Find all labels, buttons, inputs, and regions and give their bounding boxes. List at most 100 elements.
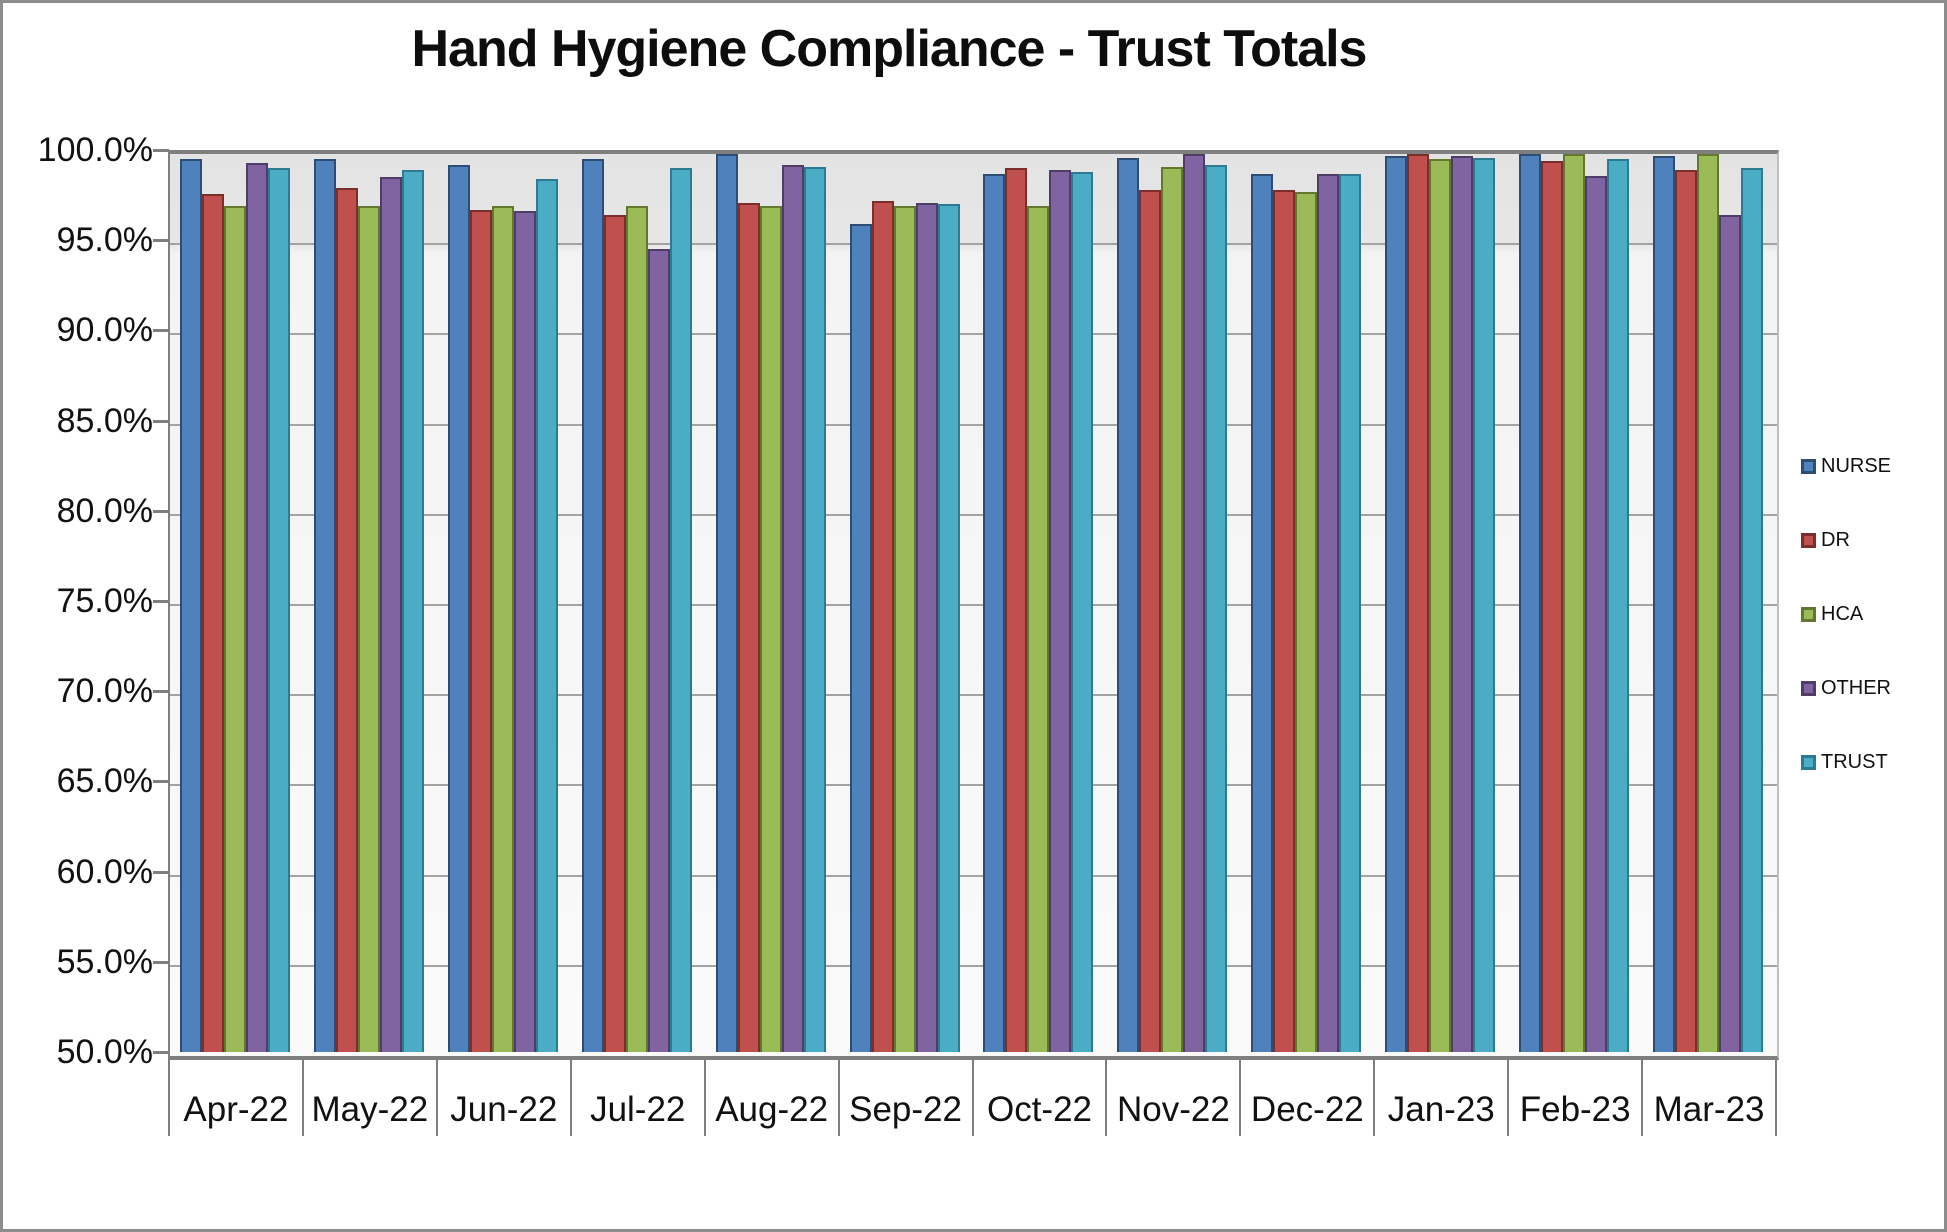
bar-apr-22-hca [223,206,246,1052]
x-axis-labels: Apr-22 May-22 Jun-22 Jul-22 Aug-22 Sep-22 Oct-… [168,1056,1778,1136]
bar-group-jun-22 [436,154,570,1052]
y-tick-label-1000: 100.0% [37,131,153,169]
bar-feb-23-other [1585,175,1608,1052]
bar-oct-22-trust [1071,171,1094,1052]
x-label-jun-22: Jun-22 [438,1056,572,1136]
gridline-60 [170,874,1777,877]
bar-mar-23-hca [1697,154,1720,1052]
bar-may-22-nurse [313,159,336,1052]
legend-item-nurse: NURSE [1801,455,1891,478]
bar-feb-23-nurse [1519,154,1542,1052]
legend-marker-dr [1801,533,1816,548]
bar-group-oct-22 [972,154,1106,1052]
bar-sep-22-trust [937,204,960,1052]
bar-jun-22-nurse [447,164,470,1052]
bar-may-22-trust [401,170,424,1052]
bar-sep-22-nurse [849,224,872,1052]
bar-apr-22-trust [267,168,290,1052]
bar-jul-22-hca [625,206,648,1052]
bar-aug-22-trust [803,166,826,1052]
bar-jan-23-hca [1429,159,1452,1052]
legend-marker-trust [1801,755,1816,770]
legend-marker-other [1801,681,1816,696]
bar-jul-22-other [647,249,670,1052]
y-tick-label-550: 55.0% [56,942,153,981]
y-tick-mark-650 [153,780,169,784]
bar-feb-23-dr [1541,161,1564,1052]
bar-dec-22-dr [1273,189,1296,1052]
gridline-65 [170,784,1777,787]
legend-marker-hca [1801,607,1816,622]
x-label-nov-22: Nov-22 [1107,1056,1242,1136]
gridline-80 [170,513,1777,516]
y-tick-mark-850 [153,419,169,423]
y-tick-label-850: 85.0% [56,401,153,440]
bar-group-mar-23 [1641,154,1775,1052]
y-tick-mark-600 [153,870,169,874]
bar-jun-22-other [513,211,536,1052]
bar-group-aug-22 [704,154,838,1052]
bar-series-container [168,154,1775,1052]
legend-item-hca: HCA [1801,603,1863,626]
y-tick-label-950: 95.0% [56,221,153,260]
x-label-mar-23: Mar-23 [1643,1056,1778,1136]
bar-sep-22-hca [893,206,916,1052]
bar-sep-22-dr [871,200,894,1052]
bar-group-nov-22 [1105,154,1239,1052]
bar-aug-22-hca [759,206,782,1052]
bar-group-feb-23 [1507,154,1641,1052]
gridline-55 [170,964,1777,967]
x-label-dec-22: Dec-22 [1241,1056,1376,1136]
legend-label-dr: DR [1821,529,1850,551]
y-tick-mark-800 [153,509,169,513]
bar-aug-22-dr [737,202,760,1052]
y-tick-mark-750 [153,600,169,603]
bar-aug-22-nurse [715,154,738,1052]
y-tick-label-500: 50.0% [56,1033,153,1071]
bar-dec-22-hca [1295,191,1318,1052]
bar-nov-22-dr [1139,189,1162,1052]
legend-label-hca: HCA [1821,603,1864,625]
gridline-95 [170,243,1777,246]
bar-mar-23-trust [1741,168,1764,1052]
bar-jul-22-trust [669,168,692,1052]
bar-oct-22-other [1049,170,1072,1052]
y-tick-mark-550 [153,960,169,964]
y-tick-mark-1000 [153,149,169,152]
y-tick-label-700: 70.0% [56,672,153,711]
bar-dec-22-other [1317,173,1340,1052]
y-tick-label-900: 90.0% [56,311,153,350]
bar-nov-22-hca [1161,166,1184,1052]
bar-nov-22-trust [1205,164,1228,1052]
y-tick-label-750: 75.0% [56,582,153,620]
bar-oct-22-dr [1005,168,1028,1052]
y-tick-mark-700 [153,690,169,694]
x-label-feb-23: Feb-23 [1509,1056,1644,1136]
gridline-90 [170,333,1777,336]
gridline-70 [170,694,1777,697]
x-label-apr-22: Apr-22 [170,1056,304,1136]
bar-sep-22-other [915,202,938,1052]
y-tick-mark-950 [153,239,169,243]
bar-oct-22-nurse [983,173,1006,1052]
gridline-75 [170,604,1777,606]
bar-jun-22-dr [469,209,492,1052]
bar-feb-23-hca [1563,154,1586,1052]
x-label-aug-22: Aug-22 [706,1056,840,1136]
y-tick-mark-500 [153,1051,169,1054]
bar-group-jan-23 [1373,154,1507,1052]
bar-may-22-hca [357,206,380,1052]
bar-jan-23-dr [1407,154,1430,1052]
y-tick-label-600: 60.0% [56,852,153,891]
bar-apr-22-other [245,162,268,1052]
legend-item-dr: DR [1801,529,1850,552]
bar-nov-22-nurse [1117,157,1140,1052]
bar-aug-22-other [781,164,804,1052]
chart-title: Hand Hygiene Compliance - Trust Totals [411,20,1368,78]
x-label-jul-22: Jul-22 [572,1056,706,1136]
bar-jan-23-other [1451,155,1474,1052]
bar-nov-22-other [1183,154,1206,1052]
x-label-jan-23: Jan-23 [1375,1056,1510,1136]
bar-jul-22-nurse [581,159,604,1052]
